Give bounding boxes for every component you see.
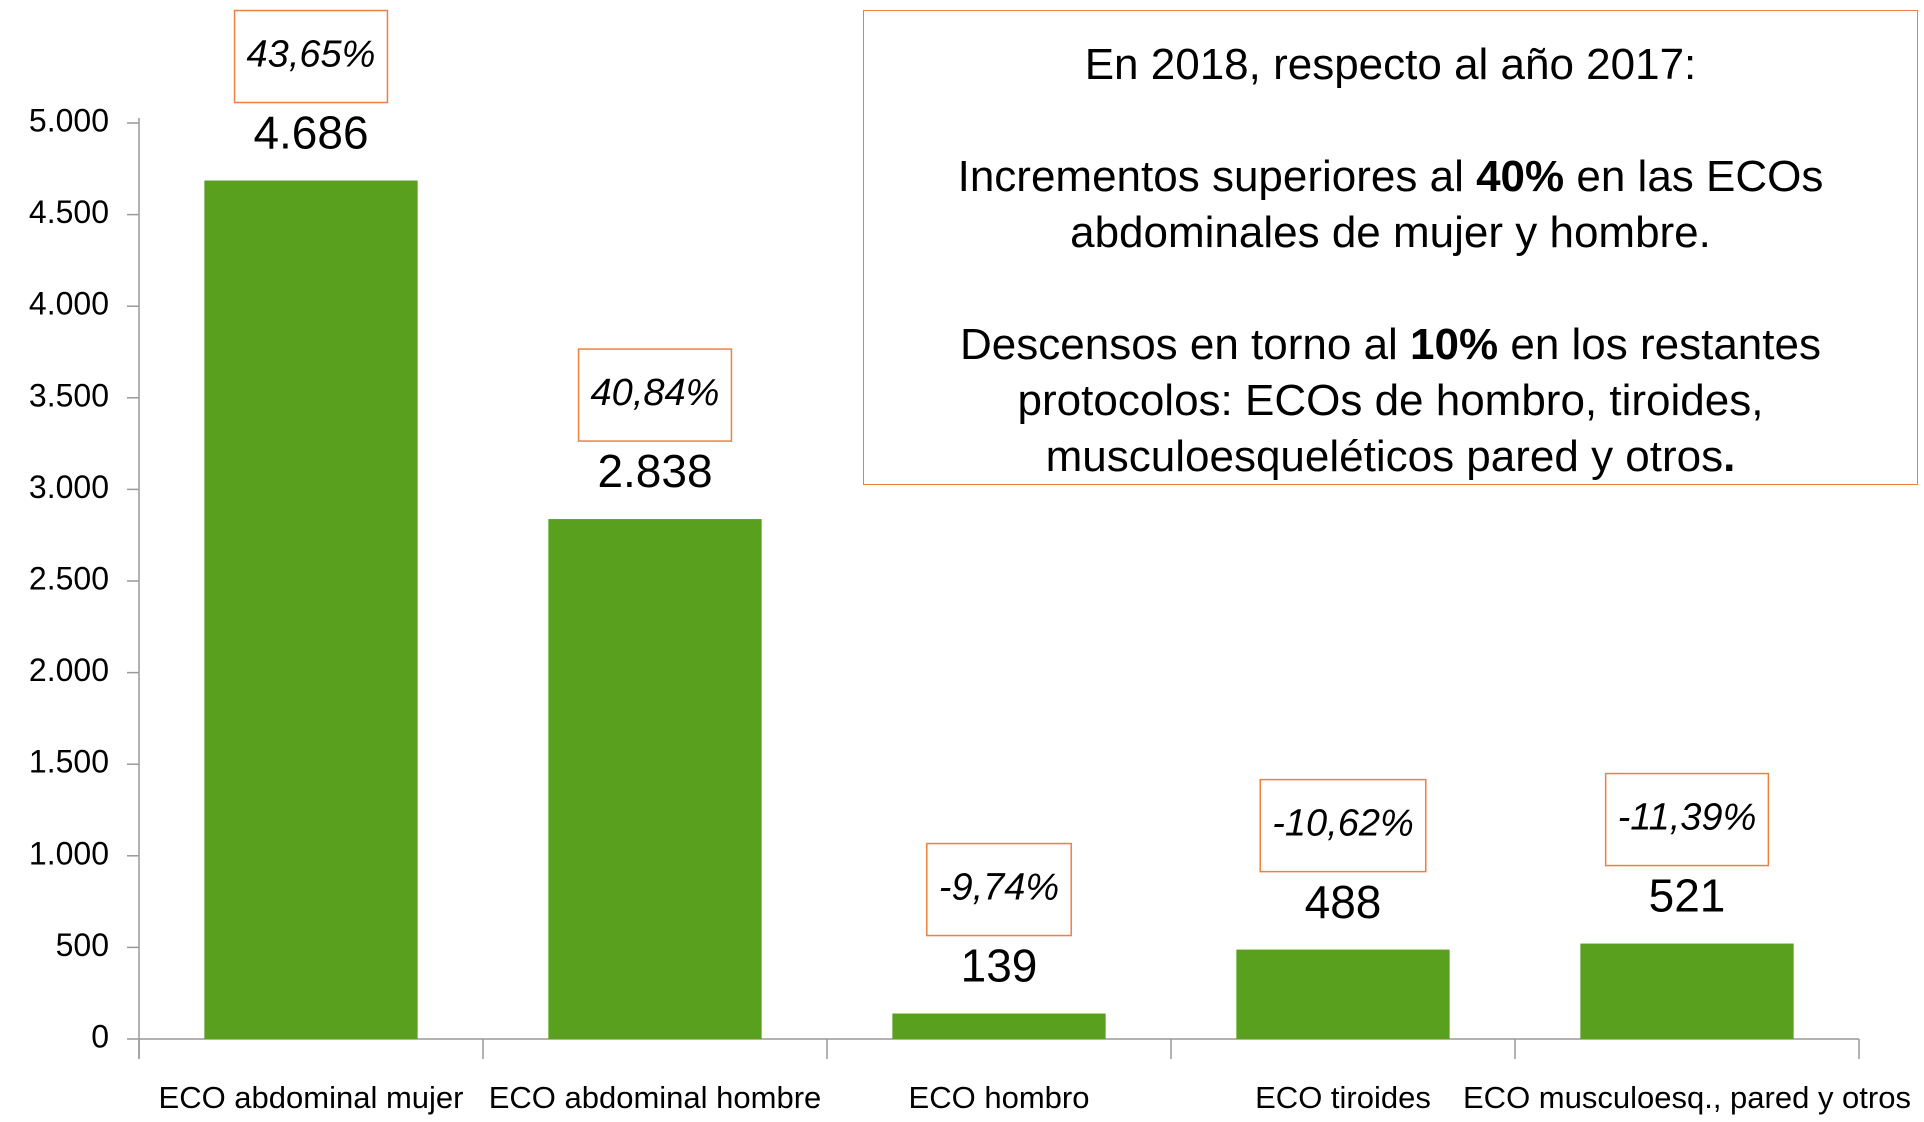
note-text: Descensos en torno al	[960, 320, 1411, 369]
x-tick-label: ECO tiroides	[1255, 1080, 1431, 1115]
change-box	[1259, 778, 1427, 873]
y-tick-label: 2.000	[29, 652, 109, 688]
change-label: 43,65%	[247, 34, 376, 76]
bar	[892, 1013, 1106, 1039]
y-tick-label: 1.000	[29, 835, 109, 871]
y-tick-label: 4.000	[29, 286, 109, 322]
x-tick-label: ECO hombro	[909, 1080, 1090, 1115]
note-paragraph: Descensos en torno al 10% en los restant…	[904, 317, 1877, 485]
bar	[548, 519, 762, 1039]
bar	[1236, 949, 1450, 1039]
change-box	[1604, 772, 1770, 867]
y-tick-label: 2.500	[29, 560, 109, 596]
note-text: en las ECOs abdominales de mujer y hombr…	[1070, 152, 1824, 257]
note-text: Incrementos superiores al	[957, 152, 1477, 201]
value-label: 488	[1305, 876, 1382, 928]
change-box	[233, 9, 389, 104]
value-label: 521	[1649, 870, 1726, 922]
change-box	[926, 842, 1072, 937]
y-tick-label: 3.500	[29, 377, 109, 413]
note-paragraph: Incrementos superiores al 40% en las ECO…	[904, 149, 1877, 261]
y-tick-label: 1.500	[29, 744, 109, 780]
note-bold: 40%	[1476, 152, 1565, 201]
bar	[1580, 943, 1794, 1039]
value-label: 4.686	[253, 107, 368, 159]
x-tick-label: ECO musculoesq., pared y otros	[1463, 1080, 1911, 1115]
value-label: 2.838	[597, 445, 712, 497]
note-bold: .	[1723, 432, 1736, 481]
change-label: 40,84%	[591, 372, 720, 414]
note-bold: 10%	[1410, 320, 1499, 369]
x-tick-label: ECO abdominal mujer	[159, 1080, 464, 1115]
change-box	[577, 348, 733, 442]
y-tick-label: 3.000	[29, 469, 109, 505]
note-box: En 2018, respecto al año 2017: Increment…	[863, 10, 1918, 485]
bar	[204, 180, 418, 1040]
change-label: -10,62%	[1272, 803, 1414, 845]
change-label: -11,39%	[1618, 797, 1757, 839]
y-tick-label: 500	[56, 927, 109, 963]
note-title: En 2018, respecto al año 2017:	[1084, 40, 1697, 89]
y-tick-label: 5.000	[29, 102, 109, 138]
value-label: 139	[961, 940, 1038, 992]
x-tick-label: ECO abdominal hombre	[489, 1080, 822, 1115]
note-text: en los restantes protocolos: ECOs de hom…	[1017, 320, 1821, 481]
y-tick-label: 4.500	[29, 194, 109, 230]
change-label: -9,74%	[939, 867, 1059, 909]
y-tick-label: 0	[91, 1018, 109, 1054]
